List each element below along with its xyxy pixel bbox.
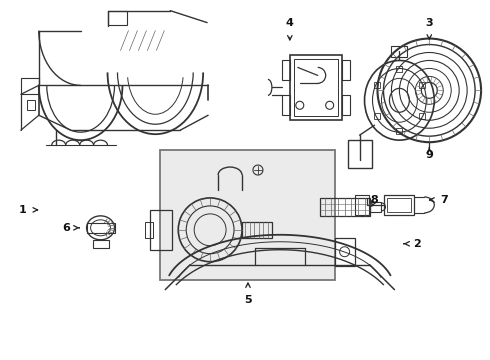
Bar	[150, 210, 172, 250]
Bar	[290, 55, 342, 120]
Bar	[21, 78, 39, 94]
Bar	[93, 240, 108, 248]
Bar	[160, 150, 335, 280]
Bar	[385, 195, 415, 215]
Bar	[419, 113, 425, 119]
Bar	[242, 222, 272, 238]
Bar	[319, 198, 369, 216]
Bar	[374, 82, 380, 88]
Bar	[27, 100, 35, 110]
Text: 5: 5	[244, 283, 252, 305]
Text: 6: 6	[62, 223, 79, 233]
Text: 1: 1	[19, 205, 37, 215]
Bar	[107, 11, 127, 24]
Bar	[388, 198, 412, 212]
Bar	[282, 60, 290, 80]
Text: 2: 2	[404, 239, 421, 249]
Bar	[342, 60, 349, 80]
Bar	[294, 59, 338, 116]
Bar	[342, 95, 349, 115]
Bar	[396, 128, 402, 134]
Bar	[282, 95, 290, 115]
Bar	[146, 222, 153, 238]
Bar	[419, 82, 425, 88]
Bar	[392, 45, 407, 58]
Bar	[369, 202, 382, 212]
Bar	[355, 195, 368, 215]
Bar	[335, 238, 355, 266]
Bar	[347, 140, 371, 168]
Text: 3: 3	[425, 18, 433, 39]
Text: 8: 8	[370, 195, 378, 206]
Text: 9: 9	[425, 147, 433, 160]
Text: 7: 7	[430, 195, 448, 205]
Bar	[396, 67, 402, 72]
Bar	[374, 113, 380, 119]
Bar	[87, 223, 115, 233]
Text: 4: 4	[286, 18, 294, 40]
